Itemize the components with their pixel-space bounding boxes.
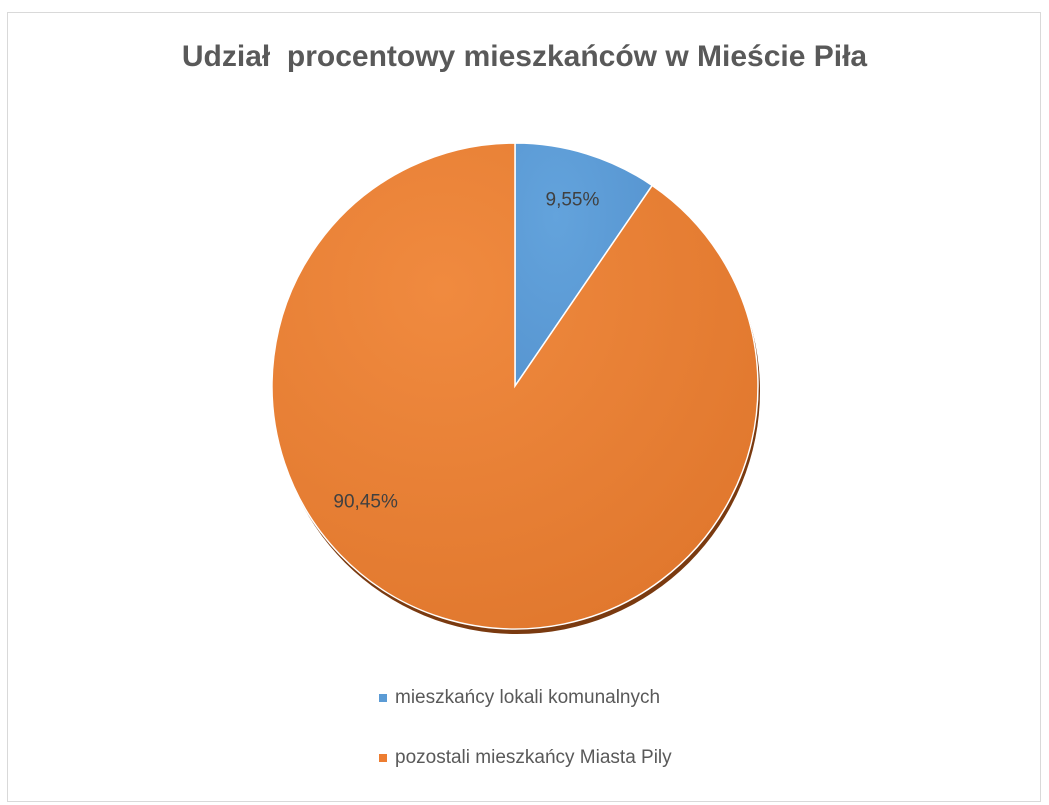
legend-swatch-1: [379, 754, 387, 762]
legend-label-0: mieszkańcy lokali komunalnych: [395, 687, 661, 708]
data-label-1: 90,45%: [333, 492, 398, 513]
legend: mieszkańcy lokali komunalnych pozostali …: [379, 685, 672, 805]
legend-item-1: pozostali mieszkańcy Miasta Pily: [379, 745, 672, 771]
legend-label-1: pozostali mieszkańcy Miasta Pily: [395, 747, 672, 768]
pie-slices: [271, 142, 759, 630]
legend-swatch-0: [379, 694, 387, 702]
data-label-0: 9,55%: [546, 189, 600, 210]
pie-slice-0: [514, 142, 654, 389]
legend-item-0: mieszkańcy lokali komunalnych: [379, 685, 672, 711]
chart-title: Udział procentowy mieszkańców w Mieście …: [181, 40, 868, 73]
pie-labels: 9,55% 90,45%: [333, 189, 599, 512]
pie-slice-1: [271, 142, 759, 630]
